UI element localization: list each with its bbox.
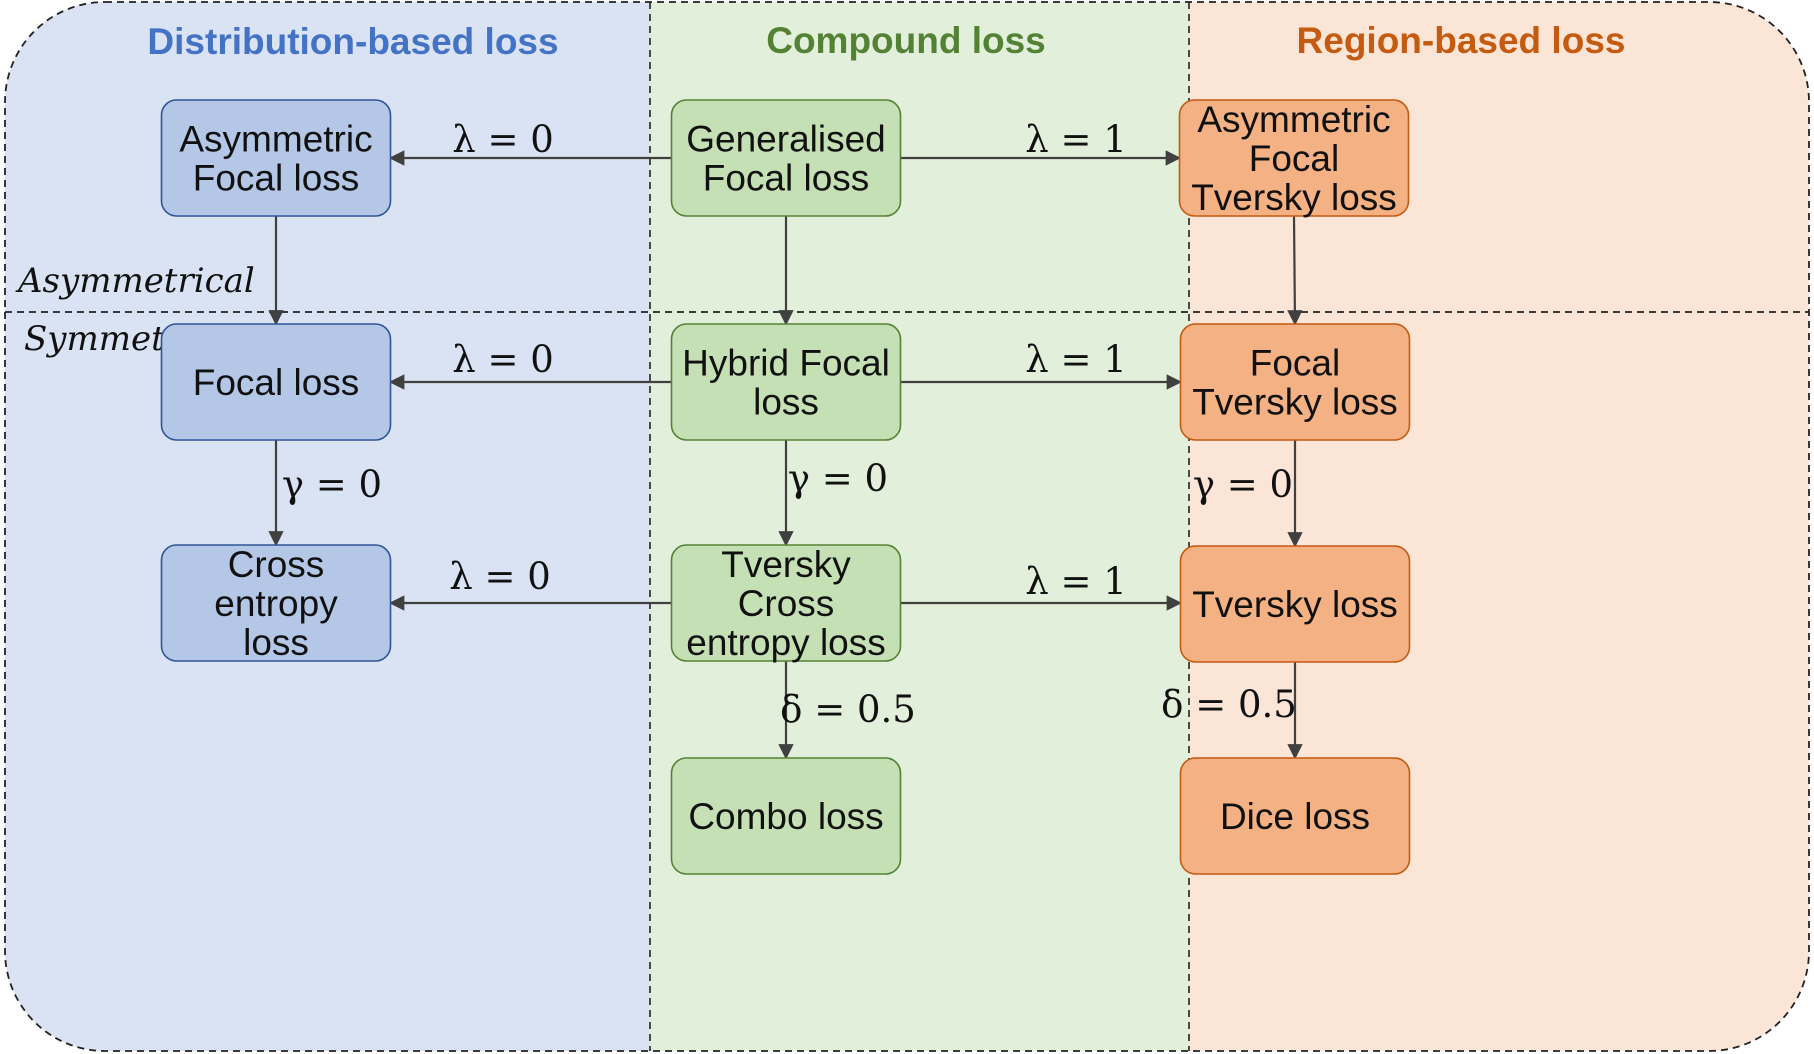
edge-label: δ = 0.5 xyxy=(1161,683,1297,726)
node-label-line: Cross xyxy=(738,583,835,624)
node-label-line: Focal loss xyxy=(193,158,360,199)
edge-tversky-ce-to-cross-entropy: λ = 0 xyxy=(388,555,672,611)
edge-label: λ = 0 xyxy=(452,118,554,161)
node-label-line: Tversky xyxy=(721,544,851,585)
node-label-line: entropy xyxy=(214,583,338,624)
node-box xyxy=(1178,99,1410,217)
node-box xyxy=(670,99,902,217)
node-label-line: loss xyxy=(753,382,819,423)
edge-label: λ = 0 xyxy=(449,555,551,598)
node-label-line: Tversky loss xyxy=(1192,584,1398,625)
node-label-line: Combo loss xyxy=(688,796,883,837)
node-label-line: Cross xyxy=(228,544,325,585)
edge-tversky-to-dice: δ = 0.5 xyxy=(1161,662,1303,760)
edge-focal-to-cross-entropy: γ = 0 xyxy=(268,440,382,547)
edge-label: γ = 0 xyxy=(788,457,888,500)
node-label-line: Tversky loss xyxy=(1191,177,1397,218)
node-label-line: Focal loss xyxy=(703,158,870,199)
node-box xyxy=(160,323,392,441)
node-label-line: entropy loss xyxy=(686,622,886,663)
asymmetrical-label: Asymmetrical xyxy=(15,261,255,301)
node-label-line: Generalised xyxy=(686,119,886,160)
edge-label: δ = 0.5 xyxy=(780,688,916,731)
node-label-line: Asymmetric xyxy=(179,119,372,160)
node-box xyxy=(670,757,902,875)
edge-hybrid-focal-to-focal-tversky: λ = 1 xyxy=(900,338,1183,390)
region-header: Region-based loss xyxy=(1297,20,1626,61)
edge-label: γ = 0 xyxy=(282,463,382,506)
node-focal: Focal loss xyxy=(160,323,392,441)
node-box xyxy=(160,99,392,217)
node-box xyxy=(1179,323,1411,441)
distribution-header: Distribution-based loss xyxy=(147,21,558,62)
node-label-line: Asymmetric xyxy=(1197,99,1390,140)
node-box xyxy=(670,544,902,662)
edge-label: γ = 0 xyxy=(1193,463,1293,506)
node-box xyxy=(160,544,392,662)
node-label-line: loss xyxy=(243,622,309,663)
edge-arrow xyxy=(1287,215,1303,326)
node-combo: Combo loss xyxy=(670,757,902,875)
edge-hybrid-focal-to-focal: λ = 0 xyxy=(388,338,672,390)
edge-label: λ = 1 xyxy=(1025,118,1127,161)
edge-tversky-ce-to-tversky: λ = 1 xyxy=(900,560,1183,611)
node-box xyxy=(1179,545,1411,663)
node-label-line: Focal xyxy=(1250,343,1340,384)
node-dice: Dice loss xyxy=(1179,757,1411,875)
edge-label: λ = 1 xyxy=(1025,338,1127,381)
edge-gen-focal-to-asym-focal-tversky: λ = 1 xyxy=(900,118,1182,166)
node-box xyxy=(1179,757,1411,875)
compound-header: Compound loss xyxy=(766,20,1046,61)
edge-label: λ = 0 xyxy=(452,338,554,381)
edge-tversky-ce-to-combo: δ = 0.5 xyxy=(778,661,916,760)
edge-gen-focal-to-asym-focal: λ = 0 xyxy=(388,118,672,166)
node-label-line: Tversky loss xyxy=(1192,382,1398,423)
node-label-line: Hybrid Focal xyxy=(682,343,890,384)
edges: λ = 0 λ = 1 λ = 0 λ = 1 γ = 0 γ = 0 γ = 0 λ = 0… xyxy=(268,118,1303,760)
edge-focal-tversky-to-tversky: γ = 0 xyxy=(1193,440,1303,548)
outer-dashed-border xyxy=(4,1,1810,1052)
node-label-line: Focal xyxy=(1249,138,1339,179)
node-box xyxy=(670,323,902,441)
edge-asym-focal-tversky-to-focal-tversky xyxy=(1287,215,1303,326)
node-label-line: Focal loss xyxy=(193,362,360,403)
edge-hybrid-focal-to-tversky-ce: γ = 0 xyxy=(778,440,888,547)
edge-label: λ = 1 xyxy=(1025,560,1127,603)
node-tversky: Tversky loss xyxy=(1179,545,1411,663)
node-label-line: Dice loss xyxy=(1220,796,1370,837)
